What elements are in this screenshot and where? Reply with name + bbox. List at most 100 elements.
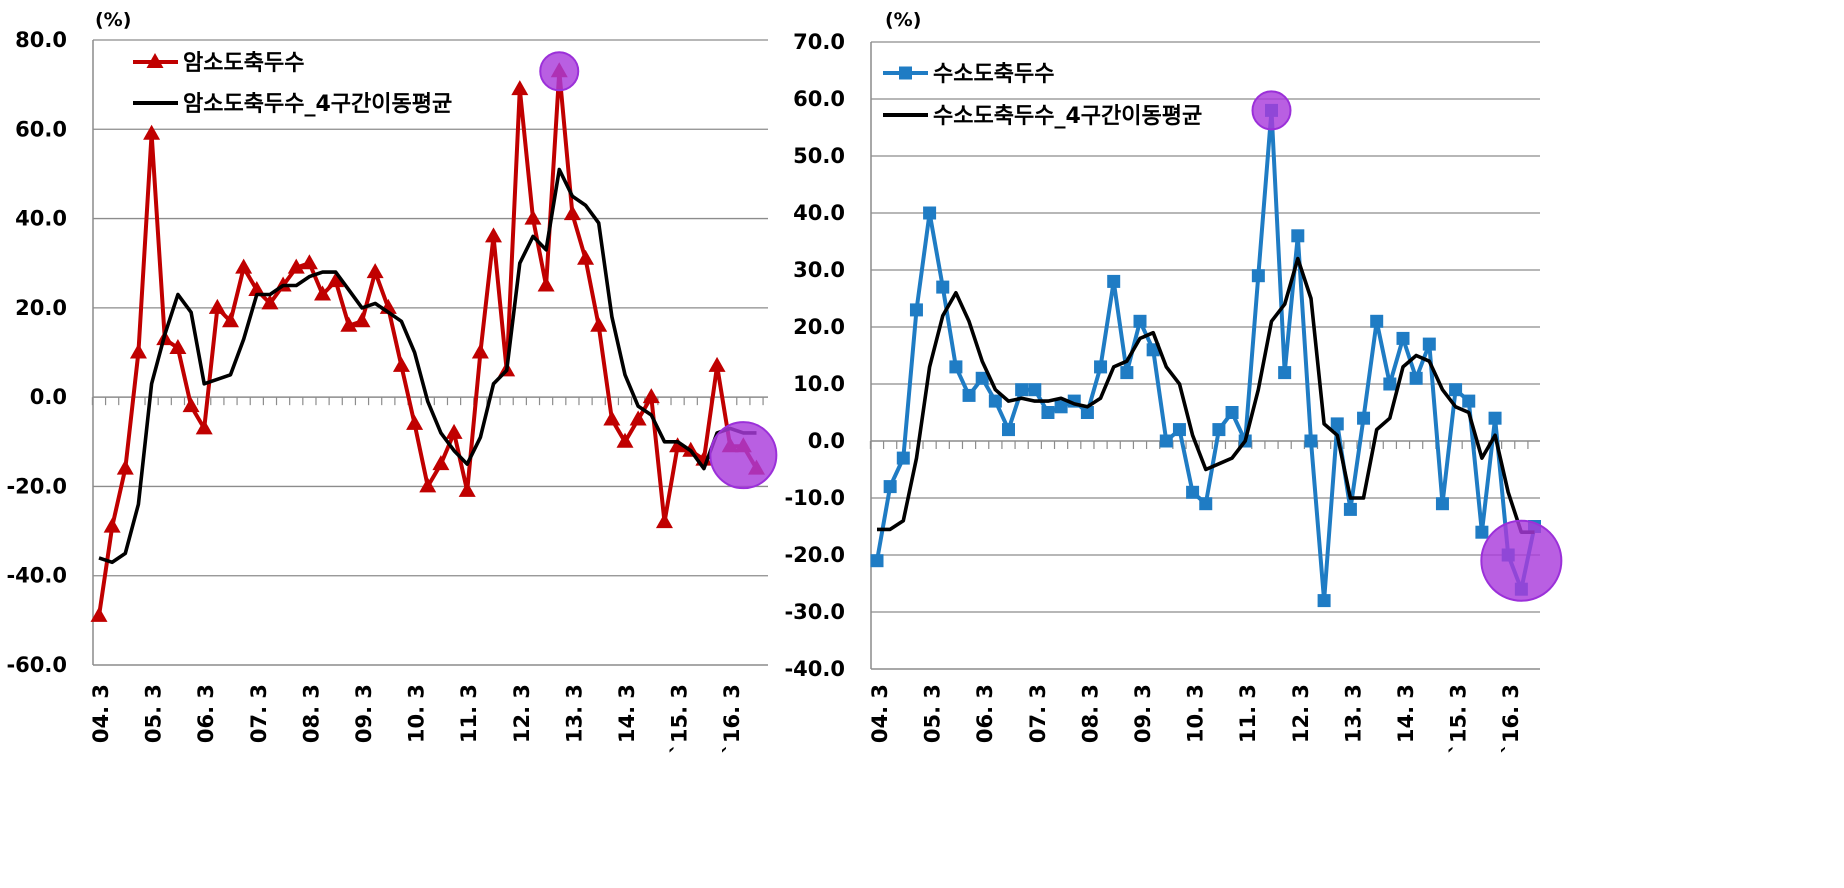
c2-series-line-2 xyxy=(877,256,1535,535)
c1-data-point xyxy=(366,263,384,279)
c1-x-tick-label: 14. 3 xyxy=(615,684,639,743)
c1-data-point xyxy=(511,80,529,96)
c2-data-point xyxy=(1488,411,1502,425)
c2-x-tick-label: 04. 3 xyxy=(868,684,892,743)
c2-data-point xyxy=(1343,502,1357,516)
c2-data-point xyxy=(1278,366,1292,380)
c2-data-point xyxy=(936,280,950,294)
c1-data-point xyxy=(537,276,555,292)
c1-data-point xyxy=(195,419,213,435)
c1-x-tick-label: `15. 3 xyxy=(668,684,692,754)
c1-data-point xyxy=(406,414,424,430)
c2-data-point xyxy=(1015,383,1029,397)
c1-series-line-2 xyxy=(98,167,757,565)
c1-data-point xyxy=(327,272,345,288)
c1-data-point xyxy=(235,258,253,274)
c2-y-tick-label: -20.0 xyxy=(784,543,845,567)
c2-data-point xyxy=(909,303,923,317)
c2-x-tick-label: 12. 3 xyxy=(1289,684,1313,743)
c2-data-point xyxy=(1159,434,1173,448)
c1-data-point xyxy=(603,410,621,426)
c2-data-point xyxy=(1146,343,1160,357)
c2-data-point xyxy=(962,388,976,402)
c1-data-point xyxy=(90,606,108,622)
c1-legend-label-2: 암소도축두수_4구간이동평균 xyxy=(183,92,452,117)
c1-x-tick-label: 06. 3 xyxy=(194,684,218,743)
c1-x-tick-label: 09. 3 xyxy=(352,684,376,743)
c1-y-tick-label: -40.0 xyxy=(6,564,67,588)
c1-data-point xyxy=(169,339,187,355)
c2-data-point xyxy=(1317,594,1331,608)
c2-x-tick-label: 06. 3 xyxy=(973,684,997,743)
c1-data-point xyxy=(143,124,161,140)
c2-data-point xyxy=(1028,383,1042,397)
c2-data-point xyxy=(1370,314,1384,328)
c2-x-tick-label: 05. 3 xyxy=(921,684,945,743)
c2-x-tick-label: `15. 3 xyxy=(1447,684,1471,754)
c2-x-tick-label: 11. 3 xyxy=(1236,684,1260,743)
c1-y-tick-label: -60.0 xyxy=(6,653,67,677)
c1-legend-marker xyxy=(146,53,164,68)
c1-data-point xyxy=(577,249,595,265)
c1-x-tick-label: 13. 3 xyxy=(562,684,586,743)
c1-highlight-circle xyxy=(539,51,580,92)
c2-data-point xyxy=(1080,406,1094,419)
c2-x-tick-label: 09. 3 xyxy=(1131,684,1155,743)
c1-x-tick-label: `16. 3 xyxy=(720,684,744,754)
c1-data-point xyxy=(419,477,437,493)
c1-data-point xyxy=(616,432,634,448)
c1-data-point xyxy=(314,285,332,301)
c2-highlight-circle xyxy=(1480,519,1563,602)
c2-data-point xyxy=(1383,377,1397,391)
c2-y-tick-label: 70.0 xyxy=(793,30,845,54)
c2-x-tick-label: 08. 3 xyxy=(1078,684,1102,743)
c2-x-tick-label: 10. 3 xyxy=(1184,684,1208,743)
c1-y-tick-label: -20.0 xyxy=(6,474,67,498)
c2-data-point xyxy=(1107,274,1121,288)
c1-data-point xyxy=(392,356,410,372)
c2-data-point xyxy=(1172,423,1186,437)
c1-data-point xyxy=(590,316,608,332)
c2-x-tick-label: 14. 3 xyxy=(1394,684,1418,743)
c1-x-tick-label: 11. 3 xyxy=(457,684,481,743)
c2-y-tick-label: 40.0 xyxy=(793,201,845,225)
c2-data-point xyxy=(1396,331,1410,345)
c1-data-point xyxy=(642,388,660,404)
c2-data-point xyxy=(1357,411,1371,425)
c1-data-point xyxy=(222,312,239,328)
c1-data-point xyxy=(471,343,489,359)
c1-data-point xyxy=(432,455,450,471)
c1-data-point xyxy=(669,437,687,453)
c2-data-point xyxy=(1291,229,1305,243)
c1-y-tick-label: 20.0 xyxy=(15,296,67,320)
c2-data-point xyxy=(1054,400,1068,414)
c1-unit-label: (%) xyxy=(95,9,131,31)
c1-y-tick-label: 60.0 xyxy=(15,117,67,141)
c2-data-point xyxy=(1133,314,1147,328)
c1-data-point xyxy=(129,343,147,359)
c2-y-tick-label: -30.0 xyxy=(784,600,845,624)
c2-data-point xyxy=(1462,394,1476,408)
c2-y-tick-label: 20.0 xyxy=(793,315,845,339)
c2-data-point xyxy=(1094,360,1108,374)
c1-data-point xyxy=(248,281,266,296)
c1-data-point xyxy=(287,258,305,274)
c1-y-tick-label: 0.0 xyxy=(30,385,67,409)
c2-data-point xyxy=(1409,371,1423,385)
c1-y-tick-label: 80.0 xyxy=(15,28,67,52)
c2-data-point xyxy=(988,394,1002,408)
c2-legend-marker xyxy=(899,66,912,80)
c2-highlight-circle xyxy=(1251,90,1292,131)
c2-unit-label: (%) xyxy=(885,9,921,31)
c2-data-point xyxy=(1199,497,1213,511)
c2-data-point xyxy=(1186,485,1200,499)
c2-y-tick-label: 0.0 xyxy=(808,429,845,453)
c2-data-point xyxy=(1475,525,1489,539)
c1-data-point xyxy=(629,410,647,426)
c1-data-point xyxy=(208,298,226,314)
c1-data-point xyxy=(708,356,726,372)
c2-data-point xyxy=(1449,383,1463,397)
c1-x-tick-label: 04. 3 xyxy=(89,684,113,743)
